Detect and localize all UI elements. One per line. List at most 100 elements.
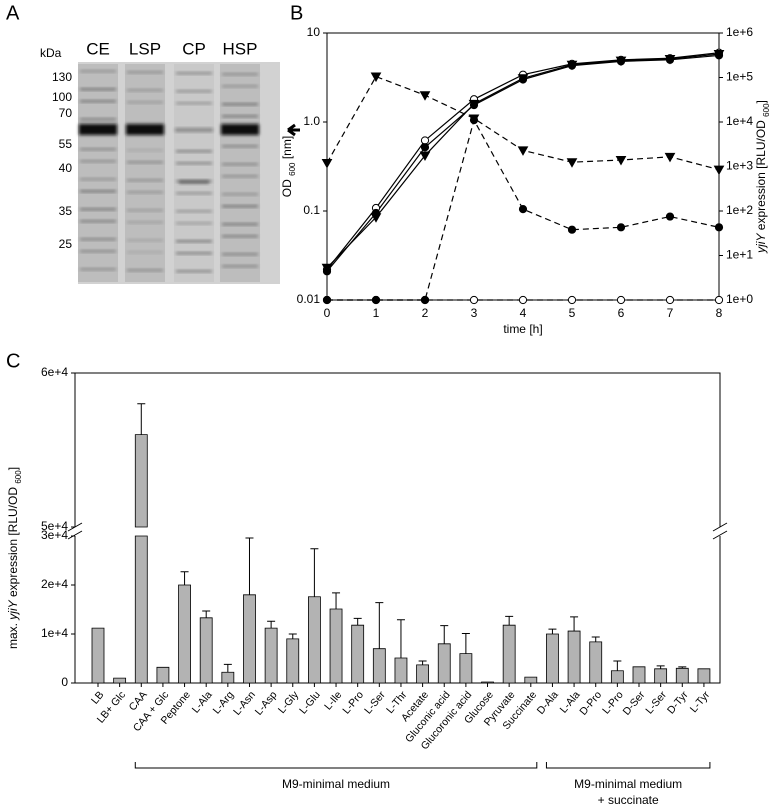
error-bar xyxy=(656,665,665,669)
y-axis-label: max. yjiY expression [RLU/OD 600] xyxy=(6,467,22,649)
panel-label: B xyxy=(290,2,303,24)
x-tick-label: 0 xyxy=(324,306,331,320)
x-tick-label: 7 xyxy=(667,306,674,320)
gel-band xyxy=(176,240,212,243)
marker xyxy=(664,152,676,163)
gel-band xyxy=(127,179,163,182)
marker xyxy=(468,99,480,110)
marker-label: 100 xyxy=(52,90,72,104)
gel-band xyxy=(176,270,212,273)
marker-label: 55 xyxy=(59,137,73,151)
x-tick-label: L-Glu xyxy=(297,689,323,717)
gel-band xyxy=(127,161,163,164)
bar xyxy=(308,596,321,684)
lane-label: CE xyxy=(86,39,110,58)
gel-band xyxy=(127,149,163,152)
gel-band xyxy=(80,160,116,163)
marker xyxy=(517,146,529,156)
lane-label: HSP xyxy=(223,39,258,58)
gel-band xyxy=(80,268,116,271)
error-bar xyxy=(591,636,600,642)
gel-lane xyxy=(125,64,165,282)
y-tick-label: 0 xyxy=(61,675,68,689)
error-bar xyxy=(267,620,276,629)
bar xyxy=(199,617,213,684)
gel-lane xyxy=(174,64,214,282)
gel-band xyxy=(176,192,212,195)
y2-tick-label: 1e+1 xyxy=(726,248,753,262)
gel-band xyxy=(176,210,212,213)
gel-band xyxy=(222,223,258,226)
error-bar xyxy=(396,619,405,659)
gel-band xyxy=(176,162,212,165)
label-part: ] xyxy=(6,467,20,470)
y2-tick-label: 1e+6 xyxy=(726,25,753,39)
bar xyxy=(372,648,386,684)
bar xyxy=(394,657,408,684)
group-bracket xyxy=(134,762,538,769)
gel-band xyxy=(222,163,258,166)
label-part: ] xyxy=(754,100,768,103)
x-tick-label: L-Ala xyxy=(190,689,215,716)
bar xyxy=(502,624,516,684)
marker xyxy=(615,155,627,166)
x-tick-label: D-Tyr xyxy=(665,689,691,717)
gel-band xyxy=(80,88,116,91)
error-bar xyxy=(332,592,341,610)
marker-label: 70 xyxy=(59,106,73,120)
gel-band xyxy=(127,101,163,104)
marker xyxy=(714,295,724,305)
x-tick-label: L-Asn xyxy=(231,689,258,718)
gel-band xyxy=(79,124,117,135)
gel-band xyxy=(179,180,209,184)
gel-band xyxy=(175,128,213,132)
y-axis-label: OD 600 [nm] xyxy=(280,136,296,197)
gel-band xyxy=(222,235,258,238)
panel-label: A xyxy=(6,2,20,24)
x-tick-label: L-Pro xyxy=(340,689,366,717)
marker xyxy=(566,158,578,168)
y2-tick-label: 1e+3 xyxy=(726,159,753,173)
marker-label: 130 xyxy=(52,70,72,84)
gel-band xyxy=(127,269,163,272)
error-bar xyxy=(418,660,427,665)
error-bar xyxy=(505,615,514,626)
marker xyxy=(567,295,577,305)
y2-axis-label: yjiY expression [RLU/OD 600] xyxy=(754,100,770,254)
axis-frame xyxy=(74,372,721,684)
label-part: max. xyxy=(6,620,20,649)
error-bar xyxy=(137,403,146,435)
y-tick-label: 6e+4 xyxy=(41,365,68,379)
gel-band xyxy=(176,102,212,105)
marker xyxy=(616,223,626,232)
gel-band xyxy=(222,85,258,88)
marker xyxy=(714,223,724,232)
marker xyxy=(468,114,480,124)
marker xyxy=(713,165,725,176)
gel-band xyxy=(176,90,212,93)
x-axis-label: time [h] xyxy=(503,322,542,336)
x-tick-label: L-Asp xyxy=(253,689,280,718)
gel-band xyxy=(222,115,258,118)
bar xyxy=(589,641,603,684)
gel-band xyxy=(80,70,116,73)
gel-band xyxy=(80,208,116,211)
gel-band xyxy=(127,221,163,224)
marker-label: 25 xyxy=(59,237,73,251)
group-label: M9-minimal medium xyxy=(574,777,682,791)
marker xyxy=(371,295,381,305)
label-part: yjiY xyxy=(754,233,768,254)
marker xyxy=(321,158,333,169)
error-bar xyxy=(353,617,362,626)
x-tick-label: 6 xyxy=(618,306,625,320)
gel-lane xyxy=(220,64,260,282)
x-tick-label: 8 xyxy=(716,306,723,320)
bar xyxy=(416,664,429,684)
marker xyxy=(517,74,529,84)
marker xyxy=(518,205,528,214)
gel-band xyxy=(80,118,116,121)
error-bar xyxy=(245,537,254,595)
marker xyxy=(665,212,675,221)
y-tick-label: 1e+4 xyxy=(41,626,68,640)
marker xyxy=(370,72,382,83)
